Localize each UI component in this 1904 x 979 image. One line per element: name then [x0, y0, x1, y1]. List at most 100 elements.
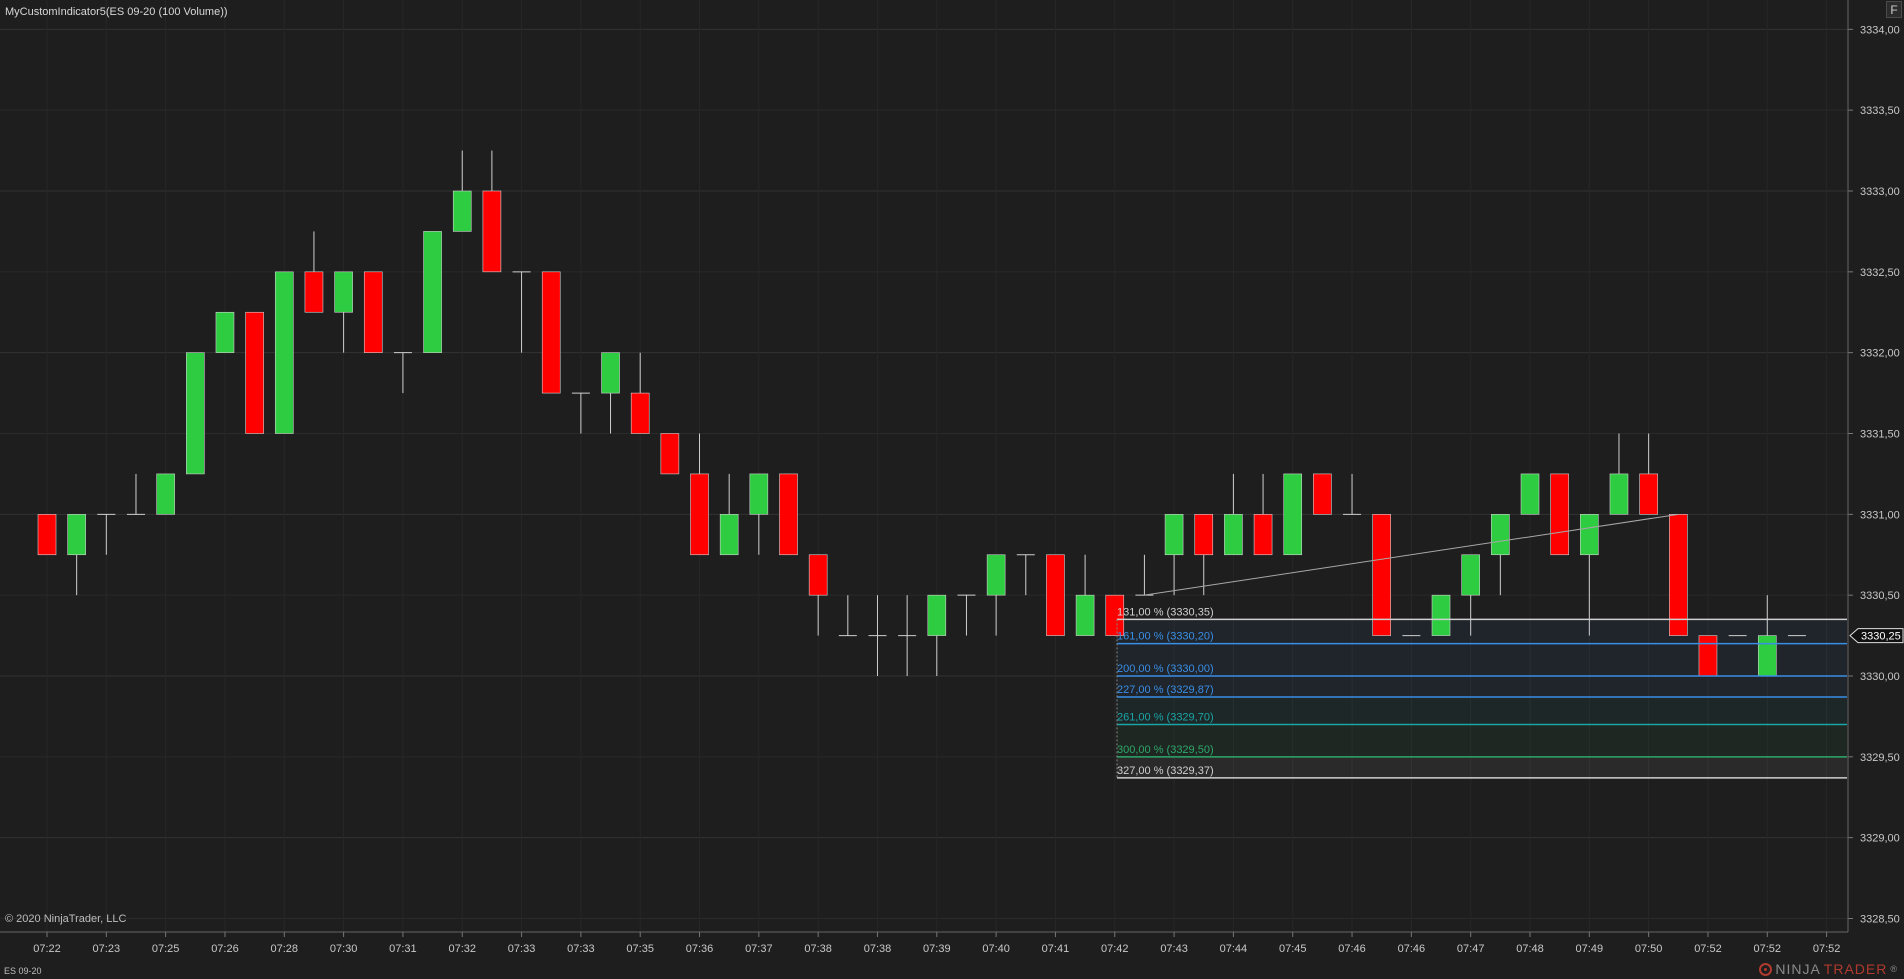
candle-body-up	[1431, 594, 1451, 636]
candle-body-up	[1757, 635, 1777, 677]
fib-level-label: 227,00 % (3329,87)	[1117, 684, 1214, 696]
candle	[215, 311, 235, 353]
candle	[334, 271, 353, 353]
price-axis-label: 3330,00	[1860, 671, 1900, 683]
fib-level-label: 261,00 % (3329,70)	[1117, 712, 1214, 724]
time-axis-label: 07:52	[1754, 943, 1782, 955]
time-axis-label: 07:45	[1279, 943, 1307, 955]
candle-body-down	[660, 433, 680, 475]
candle	[97, 513, 116, 555]
candle	[1372, 514, 1391, 636]
candle-body-down	[541, 271, 561, 394]
time-axis-label: 07:47	[1457, 943, 1485, 955]
candle	[1105, 594, 1125, 636]
price-scale-toggle-button[interactable]: F	[1886, 1, 1902, 18]
candle	[304, 231, 324, 313]
candle	[986, 554, 1006, 636]
time-axis-label: 07:49	[1576, 943, 1604, 955]
candle-body-up	[749, 473, 769, 515]
candle-body-down	[630, 392, 650, 434]
fib-zone	[1117, 724, 1847, 757]
time-axis-label: 07:44	[1220, 943, 1248, 955]
candle	[1609, 433, 1629, 515]
fib-level-label: 161,00 % (3330,20)	[1117, 631, 1214, 643]
fib-zone	[1117, 643, 1847, 676]
current-price-label: 3330,25	[1861, 631, 1901, 643]
time-axis-label: 07:40	[982, 943, 1010, 955]
candle-body-up	[186, 352, 205, 475]
candle	[1224, 473, 1243, 556]
time-axis-label: 07:46	[1398, 943, 1426, 955]
candle	[898, 595, 917, 676]
candle-body-up	[274, 271, 294, 434]
candle	[1016, 554, 1035, 596]
time-axis-label: 07:22	[33, 943, 61, 955]
price-axis-label: 3334,00	[1860, 24, 1900, 36]
candle	[957, 594, 976, 636]
instrument-tab[interactable]: ES 09-20	[4, 966, 42, 976]
current-price-box	[1849, 628, 1904, 644]
price-axis-label: 3332,50	[1860, 267, 1900, 279]
time-axis-label: 07:41	[1042, 943, 1070, 955]
trend-line-segment	[1144, 513, 1679, 596]
candle-body-up	[1520, 473, 1540, 515]
candle-body-up	[927, 594, 947, 636]
fib-zone	[1117, 756, 1847, 778]
price-axis-label: 3333,00	[1860, 186, 1900, 198]
candle	[1698, 635, 1718, 677]
time-axis-label: 07:39	[923, 943, 951, 955]
fib-level-label: 131,00 % (3330,35)	[1117, 606, 1214, 618]
price-axis-label: 3332,00	[1860, 348, 1900, 360]
candle	[1075, 554, 1095, 636]
logo-icon	[1759, 962, 1773, 976]
price-axis-label: 3331,50	[1860, 429, 1900, 441]
candle	[601, 352, 620, 434]
current-price-marker: 3330,25	[1849, 628, 1904, 644]
candle-body-up	[1283, 473, 1303, 556]
candle	[1431, 594, 1451, 636]
time-axis-label: 07:32	[448, 943, 476, 955]
fib-zone	[1117, 619, 1847, 644]
candle	[186, 352, 205, 475]
candle-body-up	[1609, 473, 1629, 515]
candle-body-down	[363, 271, 383, 353]
candle	[156, 473, 175, 515]
time-axis-label: 07:33	[567, 943, 595, 955]
candle-body-down	[1194, 514, 1214, 556]
time-axis-label: 07:52	[1694, 943, 1722, 955]
candle	[37, 514, 57, 556]
candle	[1669, 514, 1688, 636]
candle-body-down	[1313, 473, 1332, 515]
candle	[838, 595, 857, 637]
candle	[512, 271, 531, 353]
candle	[126, 473, 145, 515]
candle-body-up	[1461, 554, 1480, 596]
candle	[927, 594, 947, 676]
time-axis-label: 07:38	[864, 943, 892, 955]
trend-line[interactable]	[1144, 513, 1679, 596]
candlestick-series	[37, 150, 1806, 677]
candle-body-down	[245, 311, 264, 434]
price-axis-label: 3331,00	[1860, 509, 1900, 521]
time-axis-label: 07:31	[389, 943, 417, 955]
time-axis-label: 07:50	[1635, 943, 1663, 955]
candle	[1253, 473, 1273, 556]
candle-body-up	[1224, 514, 1243, 556]
candle	[779, 473, 798, 556]
candle-body-down	[1698, 635, 1718, 677]
fib-level-label: 327,00 % (3329,37)	[1117, 765, 1214, 777]
candle	[1491, 514, 1510, 596]
candle	[393, 352, 412, 394]
candle	[1313, 473, 1332, 515]
candle-body-up	[452, 190, 472, 232]
fib-zone-fills	[1117, 619, 1847, 778]
fibonacci-extension[interactable]: 131,00 % (3330,35) 161,00 % (3330,20) 200,…	[1116, 606, 1847, 779]
candle-body-up	[215, 311, 235, 353]
candle	[660, 433, 680, 475]
candle-body-up	[156, 473, 175, 515]
candle-body-down	[304, 271, 324, 313]
time-axis-label: 07:30	[330, 943, 358, 955]
candle	[1283, 473, 1303, 556]
time-axis-label: 07:52	[1813, 943, 1841, 955]
